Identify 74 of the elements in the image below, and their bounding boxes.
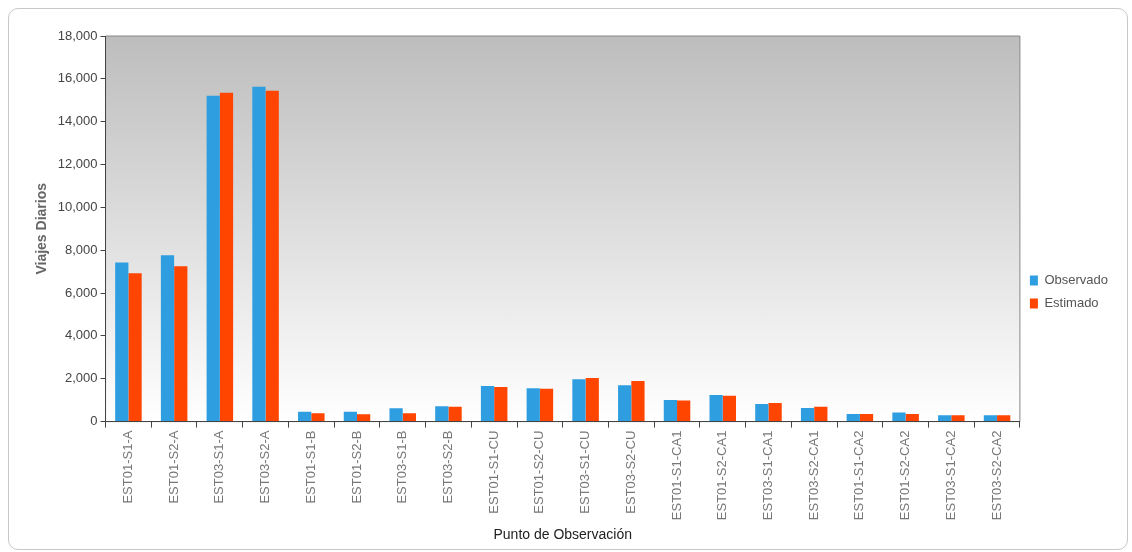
bar xyxy=(252,86,266,422)
bar xyxy=(448,406,462,422)
bar xyxy=(859,414,874,422)
y-tick-label: 18,000 xyxy=(57,27,98,43)
bar xyxy=(722,395,736,422)
bar xyxy=(846,414,860,422)
y-tick-label: 10,000 xyxy=(57,198,98,214)
bar xyxy=(435,406,449,422)
x-tick-label: EST01-S2-B xyxy=(348,430,364,504)
bar xyxy=(800,407,815,422)
x-tick-label: EST03-S1-A xyxy=(211,430,227,504)
x-tick-label: EST01-S2-A xyxy=(165,430,181,504)
bar xyxy=(402,413,416,422)
bar xyxy=(357,414,371,422)
y-tick-label: 12,000 xyxy=(57,156,98,172)
bar xyxy=(892,412,906,422)
bar xyxy=(814,406,828,422)
y-tick-label: 6,000 xyxy=(65,284,98,300)
legend-label: Observado xyxy=(1044,272,1108,288)
bar xyxy=(572,379,586,422)
y-tick-label: 8,000 xyxy=(65,241,98,257)
x-tick-label: EST01-S1-CA1 xyxy=(668,430,684,521)
bar xyxy=(905,414,919,422)
bar xyxy=(768,402,782,422)
x-tick-label: EST01-S1-A xyxy=(120,430,135,504)
bar xyxy=(951,415,965,422)
x-tick-label: EST01-S2-CA2 xyxy=(897,430,913,521)
bar xyxy=(298,411,312,422)
x-tick-label: EST01-S2-CA1 xyxy=(714,430,730,521)
y-axis-title: Viajes Diarios xyxy=(33,182,50,275)
legend-label: Estimado xyxy=(1044,295,1099,311)
x-tick-label: EST03-S1-CA2 xyxy=(942,430,958,521)
bar xyxy=(128,273,142,422)
y-tick-label: 2,000 xyxy=(65,370,98,386)
bar xyxy=(115,262,129,422)
x-axis-title: Punto de Observación xyxy=(493,526,632,543)
bar xyxy=(539,388,554,422)
bar xyxy=(526,388,540,422)
bar xyxy=(174,266,188,422)
x-tick-label: EST03-S2-A xyxy=(257,430,273,504)
bar xyxy=(311,413,325,422)
bar xyxy=(160,255,175,422)
y-tick-label: 14,000 xyxy=(57,113,98,129)
x-tick-label: EST03-S2-CA2 xyxy=(988,430,1004,521)
bar xyxy=(389,408,403,422)
x-tick-label: EST01-S2-CU xyxy=(531,430,547,514)
bar xyxy=(206,95,220,422)
bar xyxy=(480,386,495,422)
bar xyxy=(997,415,1011,422)
x-tick-label: EST01-S1-B xyxy=(302,430,318,504)
bar xyxy=(219,92,234,422)
bar xyxy=(663,399,678,422)
bar xyxy=(494,387,508,422)
bar xyxy=(265,90,279,422)
bar xyxy=(983,415,998,422)
x-tick-label: EST01-S1-CA2 xyxy=(851,430,867,521)
bar xyxy=(618,385,632,422)
bar xyxy=(677,400,691,422)
bar xyxy=(343,411,358,422)
x-tick-label: EST03-S1-CA1 xyxy=(760,430,776,521)
bar xyxy=(709,395,723,422)
x-tick-label: EST03-S1-CU xyxy=(577,430,593,514)
y-tick-label: 16,000 xyxy=(57,70,98,86)
x-tick-label: EST03-S2-B xyxy=(440,430,456,504)
bar xyxy=(938,415,952,422)
bar xyxy=(585,378,599,422)
y-tick-label: 0 xyxy=(90,413,98,429)
x-tick-label: EST01-S1-CU xyxy=(485,430,501,514)
bar xyxy=(755,404,769,422)
x-tick-label: EST03-S2-CU xyxy=(622,430,638,514)
y-tick-label: 4,000 xyxy=(65,327,98,343)
bar xyxy=(631,380,645,422)
x-tick-label: EST03-S2-CA1 xyxy=(805,430,821,521)
x-tick-label: EST03-S1-B xyxy=(394,430,410,504)
